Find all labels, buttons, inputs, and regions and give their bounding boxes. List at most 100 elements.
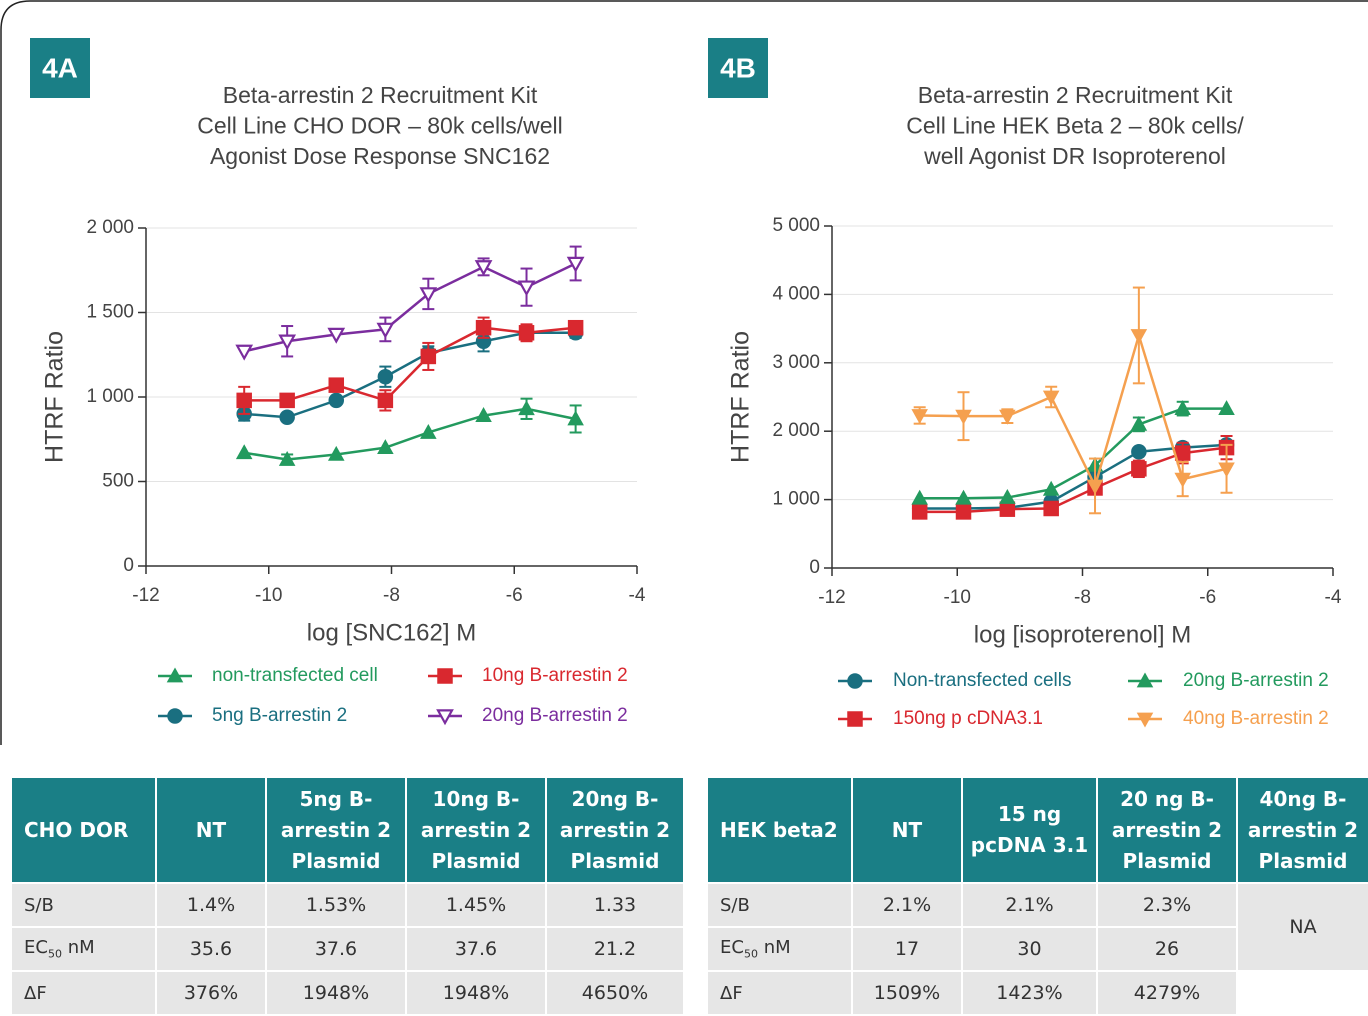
marker	[420, 348, 437, 365]
marker	[420, 423, 437, 439]
x-tick-label: -6	[1199, 587, 1216, 608]
marker	[955, 504, 972, 520]
table-cell: 35.6	[155, 926, 267, 972]
header-cell: NT	[851, 776, 963, 884]
y-tick-label: 1 000	[772, 489, 820, 510]
label-sub: 50	[743, 947, 758, 961]
label-text: ΔF	[720, 982, 743, 1004]
legend-marker	[1136, 712, 1154, 728]
legend-marker	[847, 711, 863, 727]
table-cell: 4650%	[545, 970, 685, 1016]
marker	[328, 392, 345, 409]
y-tick-label: 500	[102, 471, 134, 492]
marker	[474, 260, 493, 277]
table-cell: 1.53%	[265, 882, 407, 928]
row-label: S/B	[10, 882, 157, 928]
table-row: ΔF 1509% 1423% 4279%	[706, 970, 1368, 1016]
table-row: EC50 nM 17 30 26	[706, 926, 1368, 972]
table-row: EC50 nM 35.6 37.6 37.6 21.2	[10, 926, 685, 972]
panel-label: 4A	[42, 52, 78, 83]
label-text: S/B	[720, 894, 750, 916]
marker	[1131, 461, 1147, 477]
header-cell: 10ng B-arrestin 2 Plasmid	[405, 776, 547, 884]
table-cell: 1948%	[405, 970, 547, 1016]
marker	[999, 501, 1016, 517]
marker	[377, 368, 394, 385]
header-cell: 20ng B-arrestin 2 Plasmid	[545, 776, 685, 884]
marker	[518, 400, 535, 416]
row-label: S/B	[706, 882, 853, 928]
y-tick-label: 0	[809, 557, 820, 578]
legend-label: 10ng B-arrestin 2	[482, 665, 628, 686]
header-row: HEK beta2 NT 15 ng pcDNA 3.1 20 ng B-arrest…	[706, 776, 1368, 884]
x-axis-label: log [SNC162] M	[307, 619, 476, 646]
table-cell: NA	[1236, 882, 1368, 972]
series-line	[244, 407, 576, 461]
marker	[1042, 390, 1060, 406]
legend-marker	[1136, 672, 1154, 688]
legend-marker	[167, 708, 183, 724]
panel-badge	[30, 38, 90, 98]
table-cell: 2.1%	[961, 882, 1098, 928]
marker	[327, 445, 345, 461]
header-cell: HEK beta2	[706, 776, 853, 884]
chart-title: Beta-arrestin 2 Recruitment Kit	[918, 82, 1233, 108]
marker	[1218, 462, 1235, 478]
header-cell: 5ng B-arrestin 2 Plasmid	[265, 776, 407, 884]
table-cell: 1.45%	[405, 882, 547, 928]
marker	[999, 409, 1016, 425]
marker	[566, 256, 585, 273]
x-tick-label: -10	[944, 587, 971, 608]
y-axis-label: HTRF Ratio	[41, 331, 69, 463]
marker	[1130, 415, 1148, 431]
table-cell: 21.2	[545, 926, 685, 972]
table-cell: 37.6	[405, 926, 547, 972]
chart-title: Agonist Dose Response SNC162	[210, 143, 550, 169]
marker	[567, 319, 584, 336]
table-row: ΔF 376% 1948% 1948% 4650%	[10, 970, 685, 1016]
label-text: S/B	[24, 894, 54, 916]
header-cell: NT	[155, 776, 267, 884]
marker	[1174, 400, 1191, 415]
marker	[1218, 400, 1235, 415]
marker	[235, 444, 253, 460]
marker	[1174, 445, 1191, 461]
legend-label: 20ng B-arrestin 2	[482, 705, 628, 726]
row-label: ΔF	[706, 970, 853, 1016]
marker	[999, 489, 1016, 504]
label-text: ΔF	[24, 982, 47, 1004]
y-tick-label: 4 000	[772, 283, 820, 304]
table-cell: 2.3%	[1096, 882, 1238, 928]
marker	[517, 280, 536, 297]
chart-title: Cell Line CHO DOR – 80k cells/well	[197, 113, 563, 139]
table-cell: 30	[961, 926, 1098, 972]
x-tick-label: -6	[506, 585, 523, 606]
panel-label: 4B	[720, 52, 756, 83]
row-label: EC50 nM	[10, 926, 157, 972]
marker	[911, 489, 928, 505]
label-sub: 50	[47, 947, 62, 961]
y-tick-label: 5 000	[772, 215, 820, 236]
legend-marker	[436, 709, 454, 726]
marker	[475, 407, 492, 422]
table-cell: 37.6	[265, 926, 407, 972]
marker	[327, 327, 346, 344]
x-tick-label: -12	[818, 587, 845, 608]
label-unit: nM	[763, 937, 791, 959]
marker	[567, 410, 584, 426]
label-text: EC	[24, 937, 48, 959]
table-cell: 1.4%	[155, 882, 267, 928]
table-cell: 2.1%	[851, 882, 963, 928]
header-cell: 40ng B-arrestin 2 Plasmid	[1236, 776, 1368, 884]
marker	[376, 322, 395, 339]
x-tick-label: -4	[1325, 587, 1342, 608]
x-tick-label: -8	[1074, 587, 1091, 608]
marker	[377, 439, 394, 455]
frame	[0, 0, 1368, 745]
table-cell: 17	[851, 926, 963, 972]
table-row: S/B 2.1% 2.1% 2.3% NA	[706, 882, 1368, 972]
y-tick-label: 2 000	[772, 420, 820, 441]
table-cell: 376%	[155, 970, 267, 1016]
label-text: EC	[720, 937, 744, 959]
